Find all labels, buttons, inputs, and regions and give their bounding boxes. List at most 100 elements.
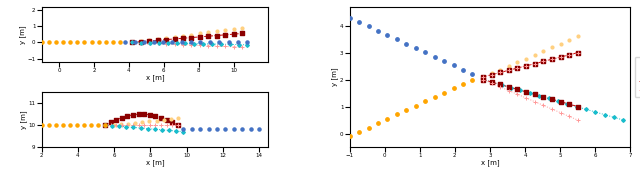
Point xyxy=(170,38,180,40)
Point xyxy=(521,97,531,99)
Point xyxy=(439,91,449,94)
Point xyxy=(556,56,566,58)
Point xyxy=(449,87,459,90)
Point xyxy=(163,42,173,44)
Point xyxy=(136,127,146,129)
Point xyxy=(590,111,600,113)
Point xyxy=(506,86,516,89)
Point xyxy=(243,43,253,46)
Point xyxy=(161,119,172,121)
Point xyxy=(609,116,619,119)
Point xyxy=(486,82,497,85)
Point xyxy=(486,72,497,75)
Point xyxy=(136,41,147,44)
Point xyxy=(189,42,200,45)
Point xyxy=(214,41,225,44)
Point xyxy=(178,130,188,133)
Point xyxy=(581,108,591,111)
Point xyxy=(79,124,89,126)
Point xyxy=(152,42,163,45)
Point xyxy=(195,41,205,44)
Point xyxy=(136,41,147,44)
Point xyxy=(487,81,497,84)
Point xyxy=(51,124,61,126)
Point xyxy=(198,42,208,45)
Point xyxy=(107,124,117,127)
Point xyxy=(111,119,122,121)
Point xyxy=(58,41,68,44)
Point xyxy=(458,68,468,71)
Point xyxy=(161,42,172,45)
Point xyxy=(100,124,110,126)
Point xyxy=(145,120,155,123)
Point xyxy=(225,43,235,46)
Point xyxy=(178,130,188,133)
Point xyxy=(547,58,557,61)
Point xyxy=(515,89,525,92)
Point xyxy=(158,41,168,44)
Point xyxy=(538,60,548,63)
Point xyxy=(364,126,374,129)
Point xyxy=(207,43,217,45)
Point xyxy=(373,29,383,32)
Point xyxy=(572,105,582,108)
Point xyxy=(556,100,566,103)
Point xyxy=(556,56,566,58)
Point xyxy=(154,42,164,44)
Point xyxy=(212,128,222,131)
Point xyxy=(150,128,160,131)
Point xyxy=(145,41,155,44)
Point xyxy=(116,123,126,126)
Point xyxy=(553,100,563,103)
Point xyxy=(189,42,200,45)
Point xyxy=(44,41,54,44)
Point xyxy=(172,42,182,45)
Point xyxy=(114,125,124,128)
Point xyxy=(127,41,138,44)
Point xyxy=(504,69,514,72)
Point xyxy=(157,128,167,131)
Point xyxy=(180,42,191,45)
Point xyxy=(401,109,412,111)
Point xyxy=(123,122,133,125)
Point xyxy=(564,103,574,105)
Point xyxy=(506,86,516,89)
Point xyxy=(618,119,628,121)
Point xyxy=(134,124,144,126)
Point xyxy=(234,43,244,46)
Point xyxy=(573,51,583,54)
Y-axis label: y [m]: y [m] xyxy=(20,110,27,129)
Point xyxy=(513,93,523,96)
Point xyxy=(486,73,497,76)
Point xyxy=(564,53,574,56)
Point xyxy=(186,33,196,36)
Point xyxy=(204,44,214,47)
Point xyxy=(618,119,628,121)
Point xyxy=(495,86,506,88)
Point xyxy=(195,128,205,131)
Point xyxy=(525,92,535,94)
Point xyxy=(72,124,82,126)
Point xyxy=(439,60,449,63)
Point xyxy=(143,127,153,130)
Point xyxy=(122,115,132,117)
Point xyxy=(127,41,138,44)
Point xyxy=(36,124,47,126)
Point xyxy=(186,44,196,46)
Point xyxy=(504,89,514,92)
Point xyxy=(547,108,557,110)
Point xyxy=(216,43,226,46)
Point xyxy=(170,43,180,46)
Y-axis label: y [m]: y [m] xyxy=(19,25,26,44)
Point xyxy=(161,37,172,39)
Point xyxy=(220,128,230,131)
Point xyxy=(156,116,166,119)
Point xyxy=(354,130,364,133)
Point xyxy=(212,30,222,32)
Point xyxy=(100,124,110,126)
Point xyxy=(521,65,531,67)
Point xyxy=(156,124,166,126)
Point xyxy=(478,76,488,78)
Point xyxy=(127,41,138,44)
Point xyxy=(178,34,188,37)
